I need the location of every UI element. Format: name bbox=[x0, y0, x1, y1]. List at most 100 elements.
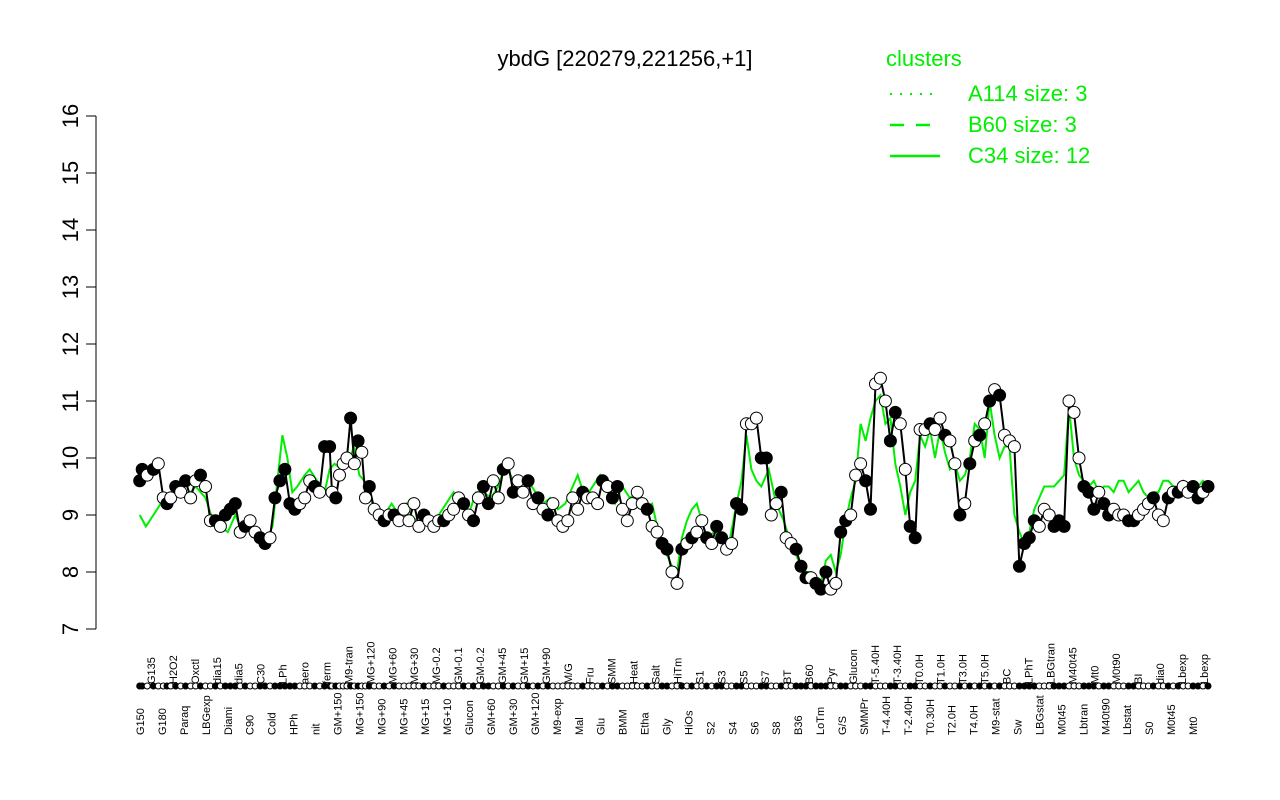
data-point bbox=[541, 508, 555, 522]
x-tick-label: MG+30 bbox=[409, 648, 421, 684]
x-tick-label: S2 bbox=[705, 722, 717, 735]
data-point bbox=[630, 485, 644, 499]
rug-mark bbox=[143, 682, 151, 690]
data-point bbox=[151, 457, 165, 471]
legend-entry-c34: C34 size: 12 bbox=[968, 143, 1090, 168]
data-point bbox=[263, 531, 277, 545]
x-tick-label: MG+90 bbox=[376, 699, 388, 735]
x-tick-label: LPhT bbox=[1023, 657, 1035, 684]
data-point bbox=[849, 468, 863, 482]
data-point bbox=[705, 537, 719, 550]
x-tick-label: T-4.40H bbox=[881, 696, 893, 735]
x-tick-label: M0t45 bbox=[1056, 704, 1068, 735]
data-point bbox=[362, 480, 376, 493]
data-point bbox=[844, 508, 858, 522]
data-point bbox=[313, 485, 327, 499]
data-point bbox=[501, 457, 515, 471]
x-tick-label: GM+60 bbox=[486, 699, 498, 735]
data-point bbox=[665, 565, 679, 579]
data-point bbox=[829, 576, 843, 590]
x-tick-label: Paraq bbox=[179, 706, 191, 735]
x-tick-label: BT bbox=[782, 670, 794, 684]
x-tick-label: M0t45 bbox=[1166, 704, 1178, 735]
data-point bbox=[898, 462, 912, 476]
data-point bbox=[620, 514, 634, 528]
data-point bbox=[1022, 531, 1036, 545]
x-tick-label: BC bbox=[1002, 669, 1014, 684]
x-tick-label: Mt0 bbox=[1089, 666, 1101, 684]
data-point bbox=[194, 468, 207, 482]
data-points bbox=[133, 371, 1215, 596]
data-point bbox=[610, 480, 624, 493]
data-point bbox=[199, 480, 212, 493]
data-point bbox=[650, 525, 664, 539]
data-point bbox=[351, 434, 365, 448]
x-tick-label: MG+120 bbox=[365, 642, 377, 685]
x-tick-label: GM+45 bbox=[497, 648, 509, 684]
data-point bbox=[1146, 491, 1160, 505]
data-point bbox=[481, 497, 495, 511]
data-point bbox=[864, 502, 877, 516]
x-tick-label: Diami bbox=[223, 707, 235, 735]
x-tick-label: dia5 bbox=[234, 663, 246, 684]
data-point bbox=[521, 474, 535, 488]
data-point bbox=[531, 491, 545, 505]
x-tick-label: nit bbox=[311, 723, 323, 735]
data-point bbox=[467, 514, 480, 528]
data-point bbox=[794, 559, 808, 573]
x-tick-label: aero bbox=[300, 662, 312, 684]
data-point bbox=[355, 445, 369, 459]
data-point bbox=[333, 468, 346, 482]
x-tick-label: T5.0H bbox=[980, 654, 992, 684]
y-tick-label: 13 bbox=[58, 275, 83, 299]
x-tick-label: T4.0H bbox=[969, 705, 981, 735]
x-tick-label: T3.0H bbox=[958, 654, 970, 684]
data-point bbox=[486, 474, 500, 488]
x-tick-label: S1 bbox=[694, 671, 706, 684]
x-tick-label: G150 bbox=[135, 708, 147, 735]
data-point bbox=[725, 537, 739, 550]
data-point bbox=[854, 457, 868, 471]
data-point bbox=[774, 485, 788, 499]
data-point bbox=[164, 491, 178, 505]
data-point bbox=[1156, 514, 1170, 528]
data-point bbox=[1057, 519, 1071, 533]
x-tick-label: M9-stat bbox=[991, 698, 1003, 735]
data-point bbox=[412, 519, 426, 533]
data-point bbox=[273, 474, 287, 488]
x-tick-label: Heat bbox=[629, 661, 641, 684]
x-tick-label: Cold bbox=[267, 712, 279, 735]
data-point bbox=[749, 411, 763, 425]
x-axis-labels: G150 G135 G180 H2O2 Paraq Oxctl LBGexp dia15 Dia… bbox=[135, 642, 1211, 736]
x-tick-label: M9-tran bbox=[343, 646, 355, 684]
x-tick-label: Lbtran bbox=[1078, 704, 1090, 735]
x-tick-label: T-2.40H bbox=[903, 696, 915, 735]
data-point bbox=[690, 525, 704, 539]
data-point bbox=[329, 491, 343, 505]
x-tick-label: Gly bbox=[662, 718, 674, 735]
x-tick-label: M0t90 bbox=[1111, 653, 1123, 684]
x-tick-label: dia15 bbox=[212, 657, 224, 684]
x-tick-label: C30 bbox=[256, 664, 268, 684]
x-tick-label: T-3.40H bbox=[892, 645, 904, 684]
data-point bbox=[670, 576, 684, 590]
data-point bbox=[943, 434, 957, 448]
x-tick-label: LPh bbox=[278, 664, 290, 684]
data-point bbox=[402, 514, 416, 528]
x-tick-label: Lbexp bbox=[1177, 654, 1189, 684]
x-tick-label: ferm bbox=[321, 662, 333, 684]
legend-title: clusters bbox=[886, 46, 962, 71]
x-tick-label: GM-0.2 bbox=[475, 647, 487, 684]
data-point bbox=[973, 428, 987, 442]
data-point bbox=[695, 514, 709, 528]
x-tick-label: B36 bbox=[793, 715, 805, 735]
data-point bbox=[1007, 440, 1021, 454]
data-point bbox=[958, 497, 972, 511]
rug-marks bbox=[136, 682, 1212, 690]
data-point bbox=[1012, 559, 1026, 573]
x-tick-label: H2O2 bbox=[168, 655, 180, 684]
x-tick-label: C90 bbox=[245, 715, 257, 735]
data-point bbox=[948, 457, 962, 471]
x-tick-label: Etha bbox=[640, 711, 652, 735]
